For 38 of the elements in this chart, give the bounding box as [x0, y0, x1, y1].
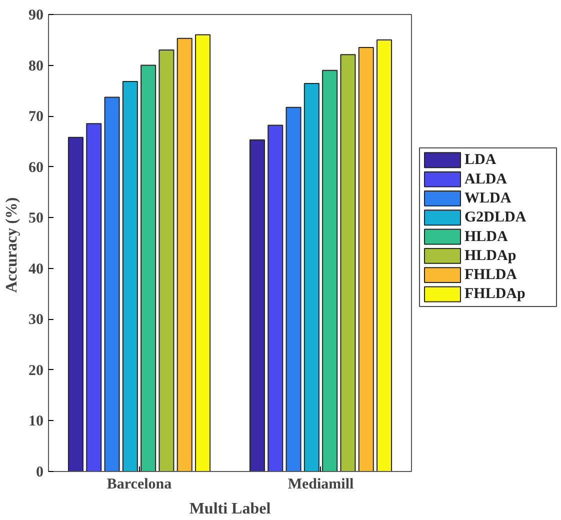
x-tick-label: Mediamill: [288, 476, 354, 492]
bar: [340, 54, 356, 472]
y-axis-title: Accuracy (%): [4, 197, 20, 293]
legend-label: FHLDA: [464, 267, 518, 284]
bar: [376, 39, 392, 472]
bar: [304, 83, 320, 472]
legend-label: WLDA: [464, 190, 512, 206]
y-tick-label: 50: [28, 210, 44, 227]
bar: [122, 81, 138, 472]
legend-label: FHLDAp: [464, 286, 526, 302]
x-tick-label: Barcelona: [106, 476, 172, 492]
bar: [268, 124, 284, 472]
legend-label: ALDA: [464, 171, 508, 188]
bar: [286, 106, 302, 472]
legend-label: HLDAp: [464, 248, 516, 264]
bar: [322, 70, 338, 472]
bar: [104, 96, 120, 472]
legend-label: G2DLDA: [464, 210, 526, 226]
y-tick-label: 40: [28, 261, 44, 278]
x-axis-title: Multi Label: [189, 500, 272, 518]
y-tick-label: 30: [28, 312, 44, 328]
bar: [176, 38, 192, 472]
legend-label: HLDA: [464, 228, 508, 245]
bar: [86, 123, 102, 472]
y-tick-label: 80: [28, 58, 44, 74]
bar: [358, 47, 374, 472]
bar: [68, 136, 84, 472]
bar: [158, 50, 174, 472]
bar: [140, 64, 156, 472]
legend-label: LDA: [464, 152, 496, 168]
bar: [195, 34, 211, 472]
bar: [249, 139, 265, 472]
y-tick-label: 90: [28, 8, 44, 24]
y-tick-label: 0: [36, 464, 44, 480]
y-tick-label: 10: [28, 414, 44, 430]
y-tick-label: 70: [28, 109, 44, 126]
y-tick-label: 20: [28, 362, 44, 379]
y-tick-label: 60: [28, 160, 44, 176]
